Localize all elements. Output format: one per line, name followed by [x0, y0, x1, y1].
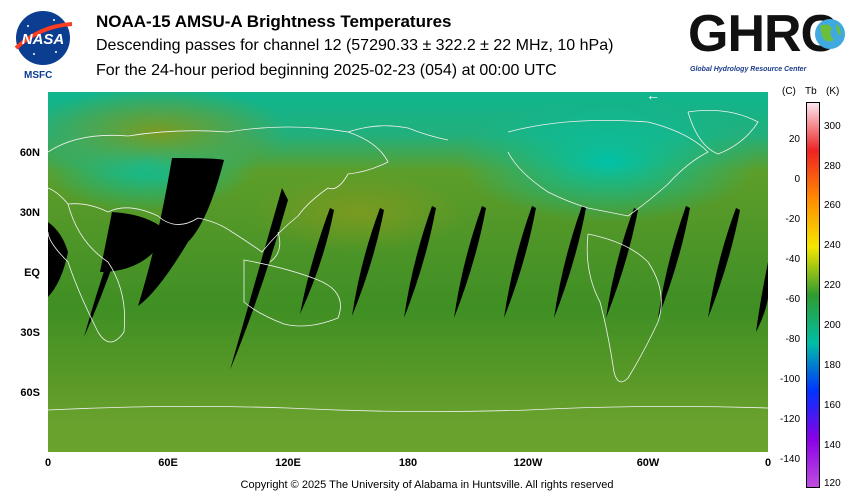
channel-description: Descending passes for channel 12 (57290.…	[96, 37, 614, 54]
lon-label-120e: 120E	[275, 457, 301, 469]
lon-label-0-east: 0	[764, 457, 772, 469]
colorbar-k-tick: 220	[824, 280, 841, 291]
colorbar-k-tick: 260	[824, 200, 841, 211]
colorbar-c-tick: -20	[785, 214, 800, 225]
copyright-notice: Copyright © 2025 The University of Alaba…	[240, 479, 614, 491]
lat-label-30n: 30N	[19, 207, 40, 219]
colorbar-unit-k: (K)	[826, 86, 840, 97]
colorbar-k-tick: 300	[824, 121, 841, 132]
chart-title: NOAA-15 AMSU-A Brightness Temperatures	[96, 12, 452, 31]
colorbar-k-tick: 200	[824, 320, 841, 331]
lon-label-180: 180	[398, 457, 418, 469]
ghrc-logo: GHRC Global Hydrology Resource Center	[688, 5, 850, 78]
ghrc-logo-text: GHRC	[688, 5, 838, 63]
globe-icon	[815, 19, 845, 49]
colorbar-c-tick: 20	[788, 134, 800, 145]
scroll-arrow-icon: ←	[646, 87, 660, 103]
colorbar-c-tick: -60	[785, 294, 800, 305]
colorbar-k-tick: 120	[824, 478, 841, 489]
colorbar-unit-tb: Tb	[805, 86, 817, 97]
lon-label-60e: 60E	[158, 457, 178, 469]
colorbar	[806, 102, 820, 488]
colorbar-k-tick: 180	[824, 360, 841, 371]
period-description: For the 24-hour period beginning 2025-02…	[96, 62, 557, 79]
warm-region-2	[248, 172, 468, 252]
colorbar-unit-c: (C)	[782, 86, 796, 97]
lon-label-0-west: 0	[44, 457, 52, 469]
colorbar-k-tick: 240	[824, 240, 841, 251]
colorbar-c-tick: -120	[779, 414, 800, 425]
lon-label-60w: 60W	[636, 457, 660, 469]
colorbar-k-tick: 280	[824, 161, 841, 172]
nasa-logo-text: NASA	[22, 31, 65, 48]
lat-label-30s: 30S	[20, 327, 40, 339]
ghrc-caption: Global Hydrology Resource Center	[690, 66, 807, 73]
lat-label-60s: 60S	[20, 387, 40, 399]
nasa-logo: NASA	[14, 11, 73, 65]
coastlines	[48, 110, 768, 412]
msfc-label: MSFC	[24, 70, 53, 81]
colorbar-c-tick: -100	[779, 374, 800, 385]
lat-label-60n: 60N	[19, 147, 40, 159]
polar-vortex-region	[458, 102, 758, 222]
orbit-gaps	[48, 158, 768, 370]
warm-region	[48, 92, 288, 177]
colorbar-k-tick: 160	[824, 400, 841, 411]
colorbar-k-tick: 140	[824, 440, 841, 451]
colorbar-c-tick: -140	[779, 454, 800, 465]
colorbar-c-tick: 0	[794, 174, 800, 185]
brightness-temperature-map	[48, 92, 768, 452]
lon-label-120w: 120W	[513, 457, 543, 469]
colorbar-c-tick: -40	[785, 254, 800, 265]
colorbar-c-tick: -80	[785, 334, 800, 345]
lat-label-eq: EQ	[24, 267, 40, 279]
